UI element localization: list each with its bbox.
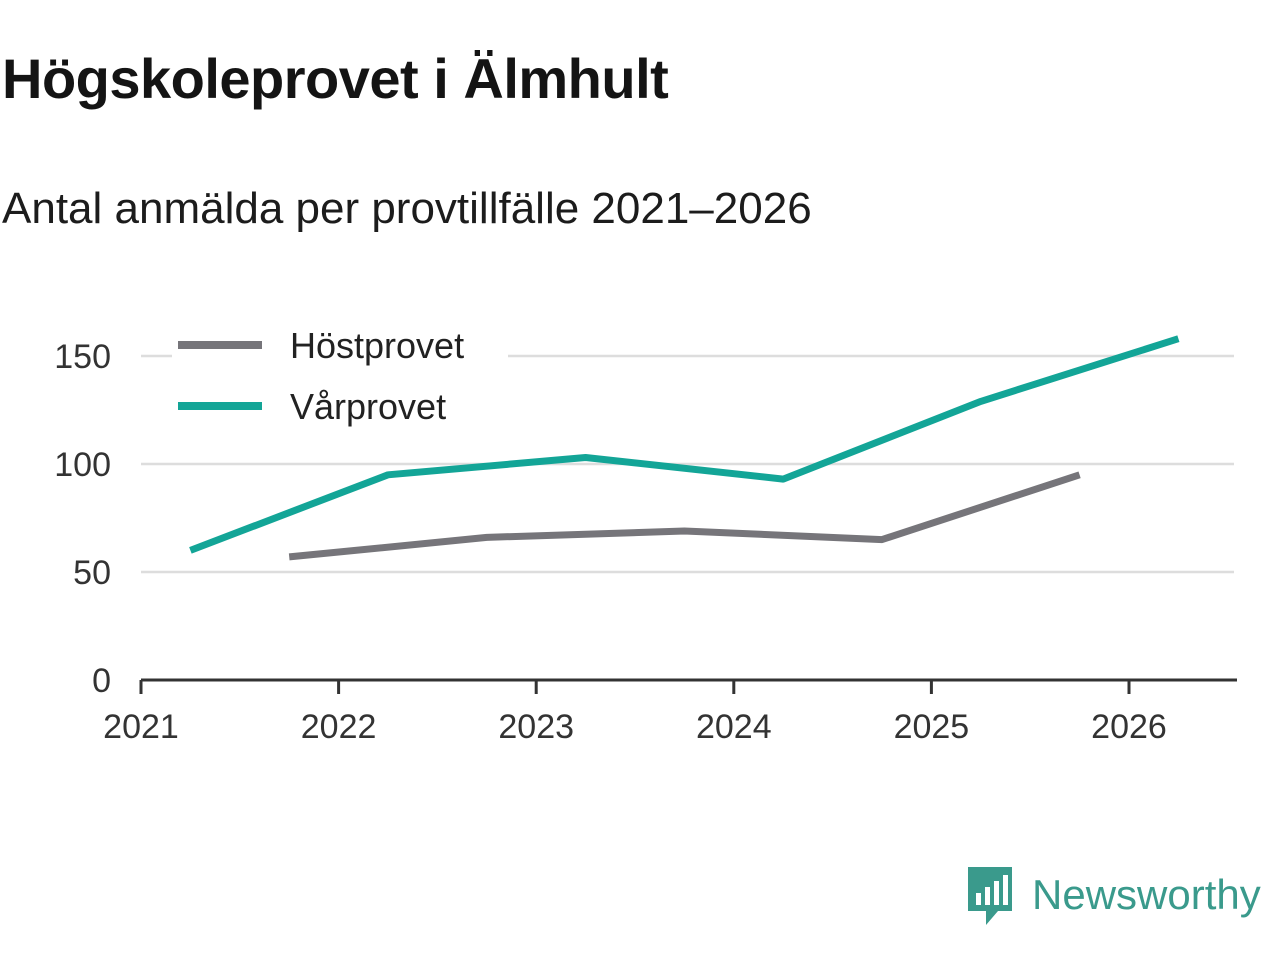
x-axis: 2021 2022 2023 2024 2025 2026 [103, 678, 1237, 746]
y-tick-label: 50 [73, 554, 111, 592]
series-lines [189, 335, 1180, 561]
series-line-varprovet [189, 335, 1180, 554]
x-tick-label: 2026 [1091, 708, 1167, 746]
x-tick-label: 2021 [103, 708, 179, 746]
newsworthy-logo-icon [968, 867, 1012, 925]
legend-label: Höstprovet [290, 325, 464, 366]
y-axis: 0 50 100 150 [54, 338, 111, 700]
x-tick-label: 2024 [696, 708, 772, 746]
legend-item: Vårprovet [172, 376, 508, 432]
y-tick-label: 150 [54, 338, 111, 376]
legend: Höstprovet Vårprovet [172, 315, 508, 432]
chart-title: Högskoleprovet i Älmhult [2, 47, 669, 110]
y-tick-label: 100 [54, 446, 111, 484]
x-tick-label: 2022 [301, 708, 377, 746]
x-tick-label: 2025 [894, 708, 970, 746]
chart-subtitle: Antal anmälda per provtillfälle 2021–202… [2, 184, 812, 233]
legend-item: Höstprovet [172, 315, 508, 371]
legend-label: Vårprovet [290, 386, 446, 427]
y-tick-label: 0 [92, 662, 111, 700]
series-line-hostprovet [288, 471, 1081, 561]
x-tick-label: 2023 [498, 708, 574, 746]
brand-logo: Newsworthy [964, 862, 1261, 928]
brand-name: Newsworthy [1032, 871, 1261, 918]
